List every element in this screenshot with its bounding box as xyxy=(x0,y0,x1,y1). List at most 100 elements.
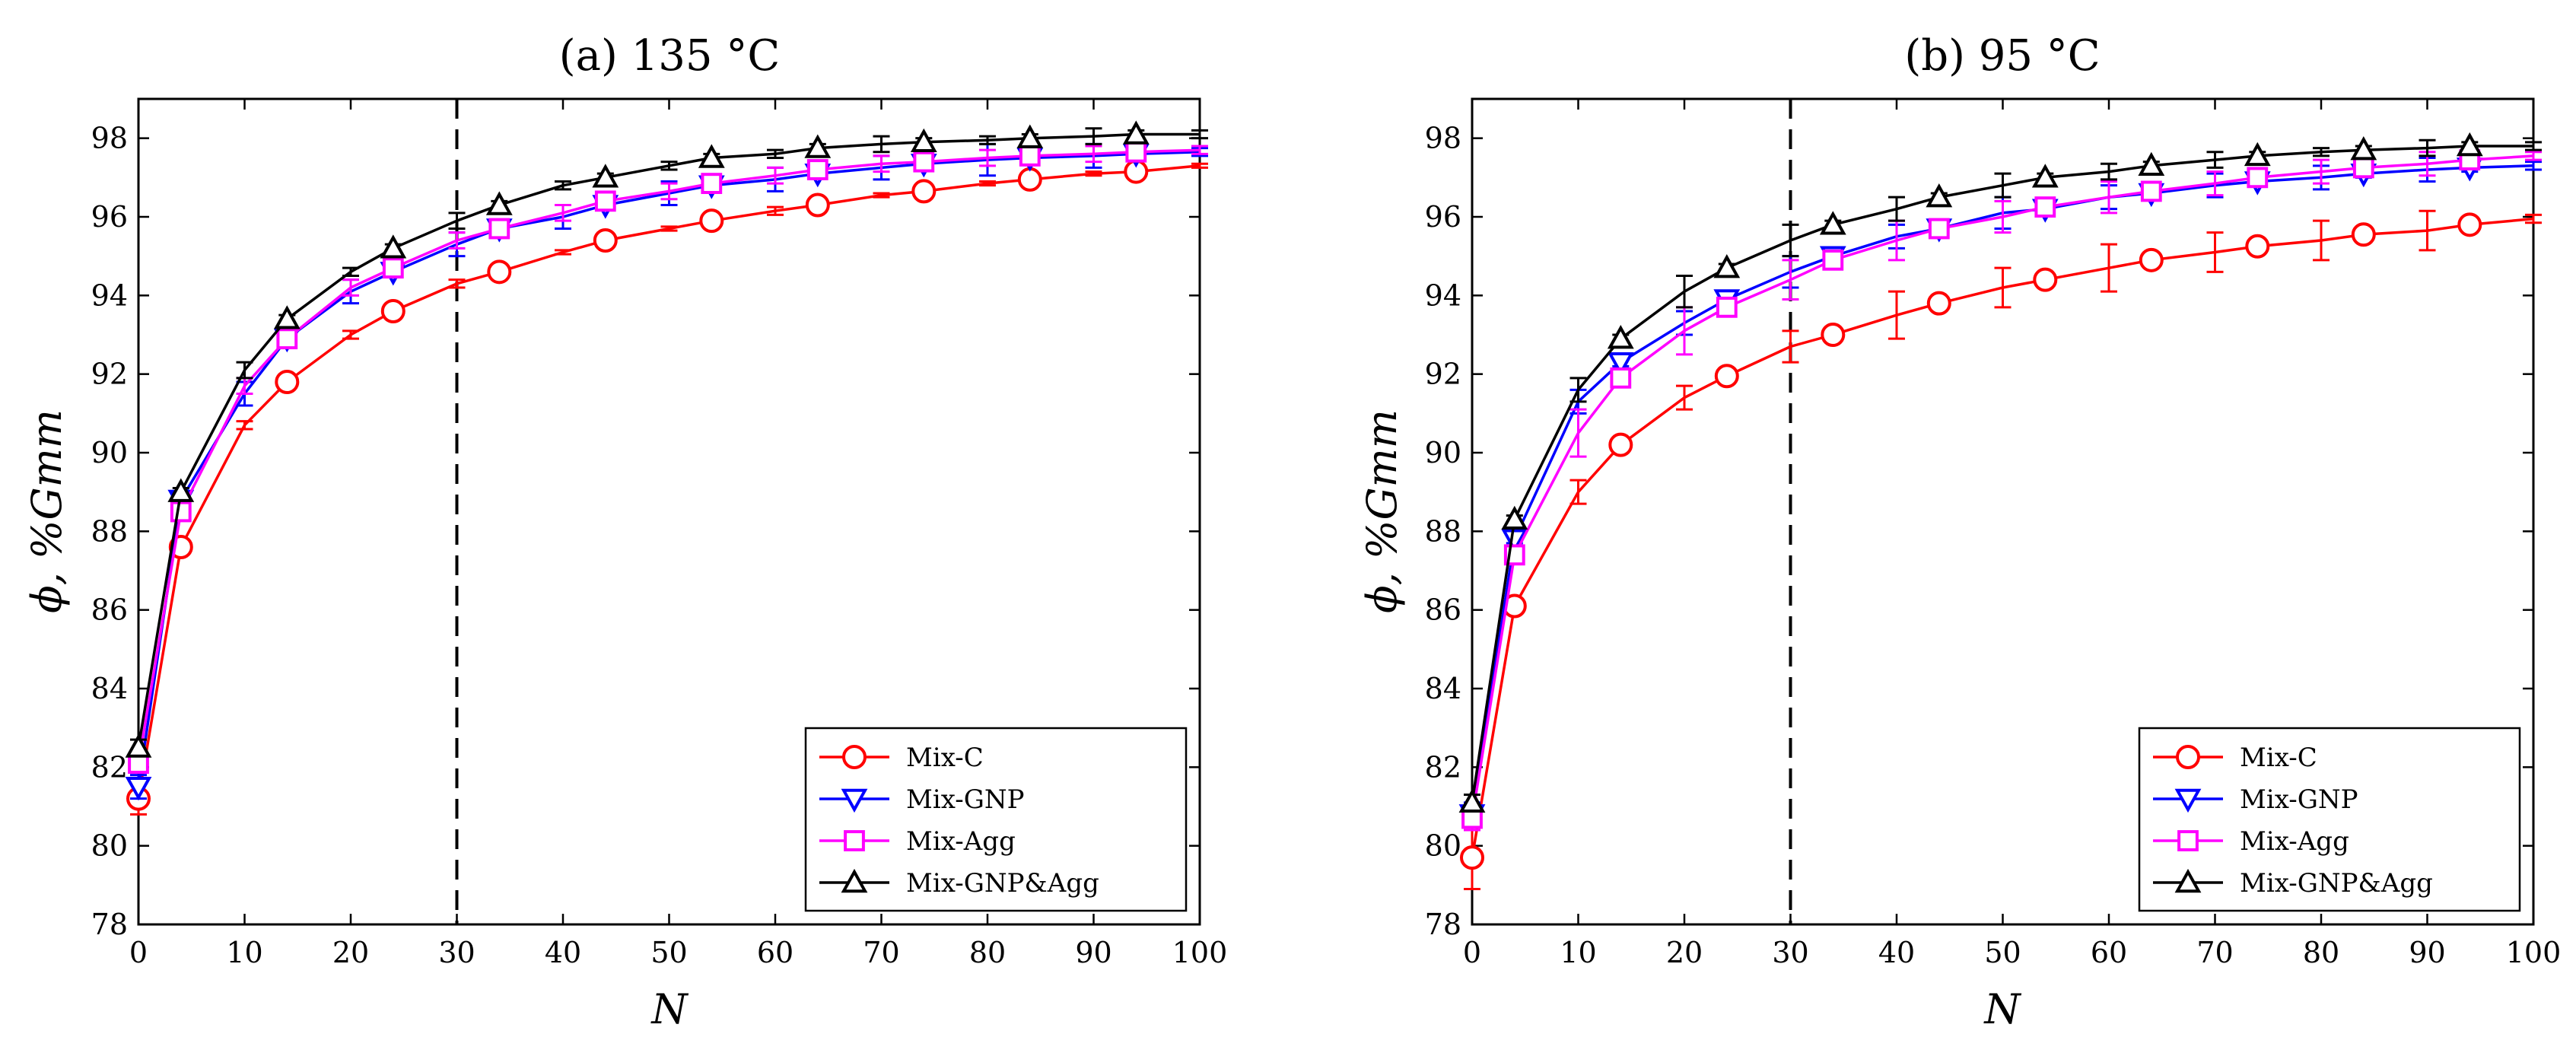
series-line xyxy=(137,150,1201,787)
legend-label: Mix-Agg xyxy=(2240,826,2349,857)
x-tick-label: 10 xyxy=(1560,936,1596,969)
x-tick-label: 90 xyxy=(2409,936,2445,969)
legend: Mix-C Mix-GNP Mix-Agg Mix-GNP&Agg xyxy=(2138,727,2521,912)
data-point xyxy=(1017,167,1042,192)
legend-label: Mix-GNP xyxy=(906,784,1025,815)
chart-title: (b) 95 °C xyxy=(1904,31,2100,81)
y-tick-label: 94 xyxy=(91,278,128,312)
legend-label: Mix-GNP&Agg xyxy=(906,868,1099,899)
x-tick-label: 80 xyxy=(969,936,1006,969)
legend-label: Mix-GNP&Agg xyxy=(2240,868,2433,899)
legend: Mix-C Mix-GNP Mix-Agg Mix-GNP&Agg xyxy=(804,727,1188,912)
y-axis-label: ϕ, %Gmm xyxy=(23,409,71,613)
data-point xyxy=(2351,222,2376,247)
y-tick-label: 84 xyxy=(1425,672,1461,705)
data-point xyxy=(2034,196,2056,218)
data-point xyxy=(1125,141,1147,163)
y-tick-label: 96 xyxy=(1425,200,1461,234)
y-tick-label: 98 xyxy=(91,122,128,155)
x-tick-label: 100 xyxy=(1172,936,1228,969)
y-tick-label: 94 xyxy=(1425,278,1461,312)
data-point xyxy=(1460,845,1484,870)
data-point xyxy=(125,733,152,758)
x-axis-label: N xyxy=(1983,985,2021,1033)
y-tick-label: 86 xyxy=(1425,593,1461,627)
legend-box xyxy=(2138,727,2521,912)
data-point xyxy=(2245,234,2270,259)
y-tick-label: 80 xyxy=(91,829,128,863)
data-point xyxy=(1607,325,1634,349)
legend-swatch-marker xyxy=(841,788,868,813)
data-point xyxy=(1607,352,1634,377)
x-tick-label: 0 xyxy=(1463,936,1481,969)
series-mix-gnp-agg xyxy=(125,120,1208,758)
chart-panel-b: (b) 95 °C N ϕ, %Gmm 0 10 20 30 40 50 60 70 80 90 1… xyxy=(1358,31,2561,1033)
legend-swatch-marker xyxy=(841,868,868,893)
data-point xyxy=(1501,529,1528,553)
x-tick-label: 60 xyxy=(757,936,793,969)
data-point xyxy=(701,173,723,194)
legend-swatch-marker xyxy=(2177,830,2199,851)
legend-label: Mix-C xyxy=(906,743,984,773)
data-point xyxy=(698,144,725,168)
data-point xyxy=(2139,247,2164,272)
data-point xyxy=(380,234,407,259)
legend-label: Mix-Agg xyxy=(906,826,1016,857)
data-point xyxy=(1019,145,1041,167)
x-tick-label: 40 xyxy=(1878,936,1915,969)
data-point xyxy=(1122,120,1150,145)
y-tick-label: 86 xyxy=(91,593,128,627)
y-tick-label: 92 xyxy=(1425,358,1461,391)
y-tick-label: 90 xyxy=(91,436,128,469)
series-mix-gnp-agg xyxy=(1458,132,2542,813)
series-line xyxy=(1471,145,2533,803)
x-tick-label: 20 xyxy=(332,936,369,969)
y-tick-label: 96 xyxy=(91,200,128,234)
x-tick-label: 50 xyxy=(1984,936,2021,969)
data-point xyxy=(806,159,828,180)
data-point xyxy=(699,208,724,234)
data-point xyxy=(913,151,935,173)
y-tick-label: 98 xyxy=(1425,122,1461,155)
x-tick-label: 10 xyxy=(226,936,262,969)
data-point xyxy=(1610,367,1632,389)
y-tick-label: 84 xyxy=(91,672,128,705)
data-point xyxy=(276,328,298,350)
data-point xyxy=(593,228,618,253)
data-point xyxy=(805,192,830,218)
legend-label: Mix-C xyxy=(2240,743,2317,773)
x-tick-label: 40 xyxy=(545,936,581,969)
data-point xyxy=(1928,218,1950,240)
data-point xyxy=(2140,180,2162,202)
y-axis-label: ϕ, %Gmm xyxy=(1358,409,1406,613)
data-point xyxy=(910,128,937,153)
x-tick-label: 70 xyxy=(863,936,899,969)
x-tick-label: 20 xyxy=(1666,936,1703,969)
x-tick-label: 80 xyxy=(2303,936,2339,969)
data-point xyxy=(594,190,616,212)
series-mix-agg xyxy=(128,141,1208,775)
data-point xyxy=(275,370,300,394)
data-point xyxy=(1016,124,1044,148)
data-point xyxy=(1926,291,1951,316)
data-point xyxy=(592,164,619,188)
data-point xyxy=(1713,254,1741,278)
data-point xyxy=(273,305,301,329)
series-line xyxy=(137,164,1201,799)
y-tick-label: 82 xyxy=(1425,750,1461,784)
chart-title: (a) 135 °C xyxy=(559,31,780,81)
data-point xyxy=(167,478,195,502)
data-point xyxy=(1714,364,1739,389)
y-tick-label: 80 xyxy=(1425,829,1461,863)
x-axis-label: N xyxy=(650,985,689,1033)
y-tick-label: 78 xyxy=(91,908,128,941)
x-tick-label: 50 xyxy=(650,936,687,969)
data-point xyxy=(1926,183,1953,208)
data-point xyxy=(2456,132,2483,157)
x-tick-label: 0 xyxy=(129,936,148,969)
data-point xyxy=(2033,267,2058,292)
data-point xyxy=(804,134,832,158)
legend-swatch-marker xyxy=(842,745,867,769)
data-point xyxy=(380,299,405,323)
